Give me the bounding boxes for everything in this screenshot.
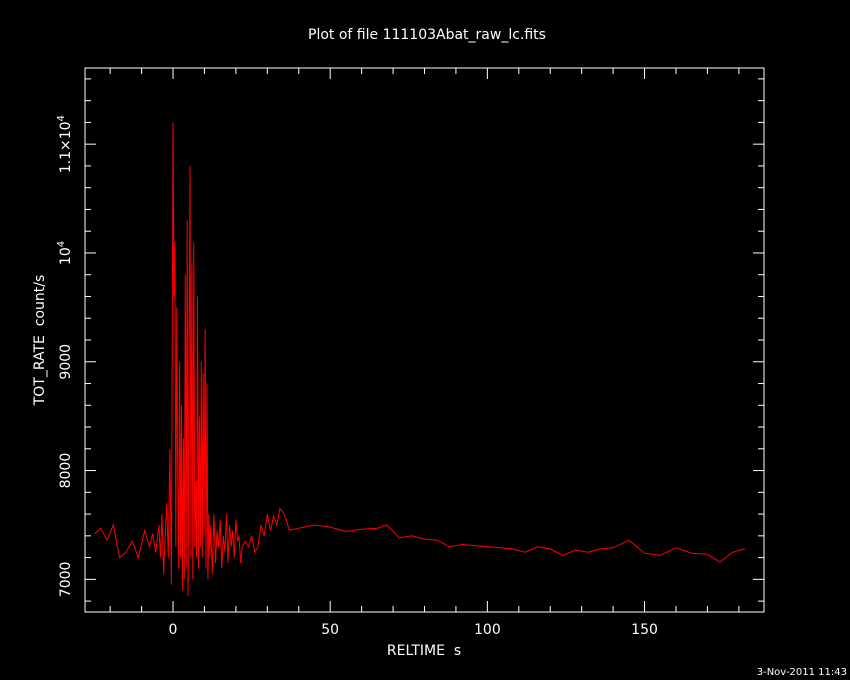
plot-title: Plot of file 111103Abat_raw_lc.fits [308,27,546,43]
x-axis-label: RELTIME s [387,643,461,659]
axis-ticks [85,68,764,612]
x-tick-label: 0 [169,622,178,638]
x-tick-label: 150 [631,622,658,638]
x-tick-label: 50 [321,622,339,638]
axis-tick-labels: 0 50 100 150 7000 8000 9000 104 1.1×104 [56,115,658,638]
y-tick-label: 7000 [58,562,74,598]
y-tick-label: 8000 [58,453,74,489]
x-tick-label: 100 [474,622,501,638]
series-layer [94,122,746,596]
y-tick-label: 1.1×104 [56,115,74,173]
y-axis-label: TOT_RATE count/s [32,275,48,407]
y-tick-label: 104 [56,241,74,265]
plot-timestamp: 3-Nov-2011 11:43 [756,667,847,678]
series-line [94,122,746,596]
y-tick-label: 9000 [58,344,74,380]
